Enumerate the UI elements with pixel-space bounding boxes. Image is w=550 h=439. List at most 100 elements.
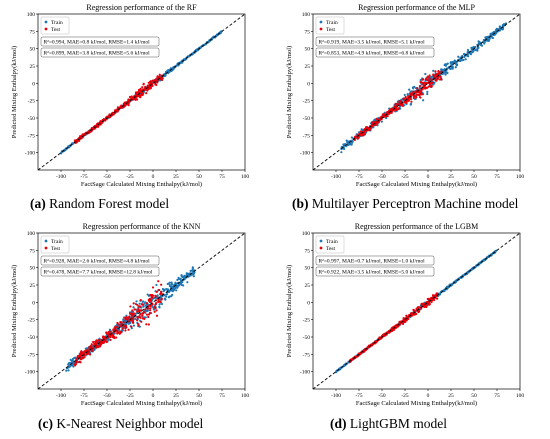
data-point-test bbox=[125, 103, 128, 106]
x-tick-label: -25 bbox=[401, 174, 409, 180]
data-point-train bbox=[135, 312, 138, 315]
data-point-train bbox=[432, 69, 435, 72]
data-point-train bbox=[170, 289, 173, 292]
x-tick-label: 75 bbox=[494, 393, 500, 399]
data-point-test bbox=[416, 86, 419, 90]
data-point-train bbox=[482, 39, 486, 42]
y-tick-label: 50 bbox=[305, 47, 311, 53]
data-point-test bbox=[153, 305, 156, 309]
caption-letter: (d) bbox=[330, 416, 347, 431]
legend bbox=[315, 235, 345, 254]
data-point-test bbox=[427, 301, 430, 305]
y-tick-label: 0 bbox=[307, 81, 310, 87]
data-point-test bbox=[90, 343, 93, 346]
data-point-test bbox=[371, 344, 374, 347]
data-point-test bbox=[102, 335, 105, 338]
data-point-test bbox=[109, 335, 112, 339]
y-tick-label: -25 bbox=[303, 318, 311, 324]
data-point-test bbox=[431, 81, 434, 84]
chart-title: Regression performance of the KNN bbox=[83, 222, 201, 231]
data-point-train bbox=[419, 78, 422, 82]
x-tick-label: 0 bbox=[152, 174, 155, 180]
data-point-test bbox=[359, 352, 362, 355]
metric-box bbox=[40, 36, 160, 47]
data-point-test bbox=[368, 128, 372, 131]
data-point-train bbox=[443, 68, 446, 71]
data-point-train bbox=[177, 276, 180, 279]
data-point-train bbox=[167, 289, 170, 293]
data-point-test bbox=[131, 309, 134, 312]
data-point-train bbox=[163, 73, 166, 76]
data-point-test bbox=[158, 73, 161, 76]
data-point-train bbox=[180, 283, 183, 287]
data-point-test bbox=[94, 342, 97, 345]
data-point-test bbox=[137, 324, 140, 327]
data-point-test bbox=[143, 88, 147, 91]
caption-letter: (c) bbox=[38, 416, 53, 431]
data-point-test bbox=[410, 100, 413, 103]
data-point-test bbox=[104, 335, 107, 338]
data-point-test bbox=[147, 315, 150, 319]
data-point-test bbox=[99, 344, 102, 347]
data-point-train bbox=[420, 83, 423, 86]
data-point-test bbox=[145, 313, 149, 316]
y-axis-label: Predicted Mixing Enthalpy(kJ/mol) bbox=[11, 265, 18, 357]
data-point-test bbox=[127, 328, 130, 331]
data-point-test bbox=[124, 318, 127, 321]
data-point-test bbox=[125, 316, 128, 319]
data-point-test bbox=[411, 314, 414, 317]
data-point-test bbox=[365, 126, 368, 129]
chart-title: Regression performance of the MLP bbox=[358, 3, 475, 12]
data-point-train bbox=[409, 90, 412, 93]
y-tick-label: 25 bbox=[30, 283, 36, 289]
data-point-test bbox=[151, 303, 154, 306]
y-tick-label: 25 bbox=[30, 64, 36, 70]
data-point-test bbox=[407, 99, 410, 102]
legend-marker bbox=[44, 239, 48, 243]
legend-marker bbox=[44, 246, 48, 250]
x-tick-label: 100 bbox=[516, 393, 525, 399]
data-point-test bbox=[141, 317, 144, 320]
y-tick-label: -50 bbox=[28, 335, 36, 341]
x-tick-label: 75 bbox=[219, 174, 225, 180]
data-point-test bbox=[147, 323, 150, 326]
data-point-test bbox=[413, 313, 416, 316]
data-point-test bbox=[139, 89, 142, 92]
x-tick-label: 0 bbox=[152, 393, 155, 399]
data-point-test bbox=[154, 295, 157, 299]
data-point-train bbox=[138, 302, 141, 305]
x-tick-label: -25 bbox=[401, 393, 409, 399]
data-point-train bbox=[498, 25, 501, 28]
data-point-test bbox=[80, 136, 83, 140]
data-point-test bbox=[146, 89, 149, 92]
data-point-train bbox=[466, 270, 469, 274]
data-point-test bbox=[139, 93, 142, 97]
data-point-train bbox=[471, 50, 474, 53]
data-point-test bbox=[151, 296, 154, 299]
data-point-train bbox=[426, 90, 429, 93]
data-point-train bbox=[409, 103, 412, 106]
data-point-test bbox=[421, 302, 424, 305]
data-point-test bbox=[354, 136, 357, 139]
data-point-test bbox=[427, 85, 430, 88]
data-point-test bbox=[142, 82, 145, 85]
data-point-train bbox=[473, 45, 477, 49]
data-point-test bbox=[127, 104, 130, 107]
x-tick-label: 100 bbox=[516, 174, 525, 180]
metric-box bbox=[315, 36, 435, 47]
caption-c: (c) K-Nearest Neighbor model bbox=[38, 416, 203, 432]
chart-panel-mlp: Regression performance of the MLP -100 -75… bbox=[275, 0, 550, 196]
x-tick-label: 25 bbox=[448, 174, 454, 180]
y-tick-label: -100 bbox=[300, 370, 310, 376]
data-point-test bbox=[409, 98, 413, 101]
legend bbox=[315, 16, 345, 35]
data-point-train bbox=[107, 338, 110, 341]
x-tick-label: -75 bbox=[355, 393, 363, 399]
data-point-test bbox=[120, 321, 123, 324]
x-tick-label: 75 bbox=[494, 174, 500, 180]
data-point-train bbox=[134, 317, 137, 321]
data-point-train bbox=[185, 274, 188, 277]
data-point-test bbox=[146, 84, 149, 87]
data-point-train bbox=[488, 37, 491, 40]
x-tick-label: -25 bbox=[126, 174, 134, 180]
